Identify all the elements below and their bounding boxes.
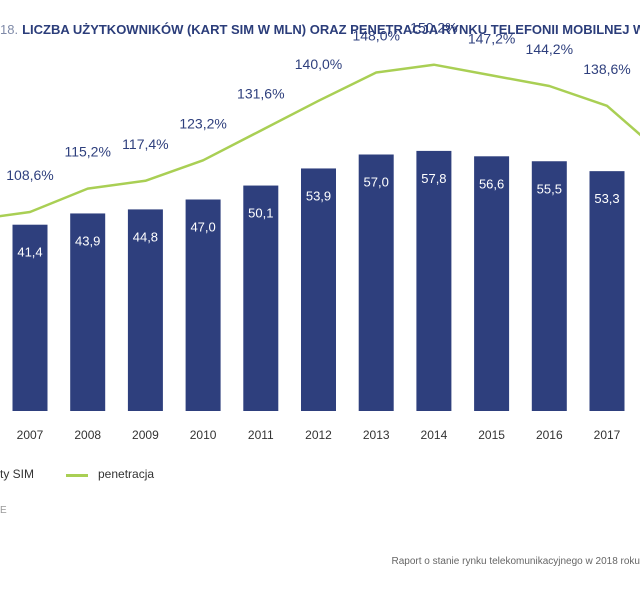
bar-2012 bbox=[301, 168, 336, 411]
penetration-line bbox=[0, 63, 640, 218]
bar-2017 bbox=[589, 171, 625, 411]
bar-label-2012: 53,9 bbox=[306, 188, 331, 203]
x-tick-2007: 2007 bbox=[17, 428, 44, 442]
x-tick-2016: 2016 bbox=[536, 428, 563, 442]
line-label-2017: 138,6% bbox=[583, 61, 630, 77]
line-label-2014: 150,2% bbox=[410, 20, 457, 36]
line-label-2012: 140,0% bbox=[295, 56, 342, 72]
legend-swatch-penetracja bbox=[66, 474, 88, 477]
chart-title-text: LICZBA UŻYTKOWNIKÓW (KART SIM W MLN) ORA… bbox=[22, 22, 640, 37]
line-label-2007: 108,6% bbox=[6, 167, 53, 183]
bar-2011 bbox=[243, 185, 279, 411]
bar-2014 bbox=[416, 150, 452, 411]
line-label-2008: 115,2% bbox=[64, 144, 110, 160]
bar-2015 bbox=[474, 156, 510, 411]
x-tick-2009: 2009 bbox=[132, 428, 159, 442]
line-label-2010: 123,2% bbox=[179, 115, 226, 131]
bar-2007 bbox=[12, 224, 48, 411]
bar-label-2011: 50,1 bbox=[248, 206, 273, 221]
x-tick-2012: 2012 bbox=[305, 428, 332, 442]
line-label-2009: 117,4% bbox=[122, 136, 168, 152]
line-label-2011: 131,6% bbox=[237, 86, 284, 102]
bar-label-2010: 47,0 bbox=[190, 220, 215, 235]
x-tick-2011: 2011 bbox=[248, 428, 274, 442]
bar-label-2017: 53,3 bbox=[594, 191, 619, 206]
chart-title: 18. LICZBA UŻYTKOWNIKÓW (KART SIM W MLN) … bbox=[0, 22, 640, 37]
bar-2009 bbox=[127, 209, 163, 411]
line-label-2016: 144,2% bbox=[526, 41, 573, 57]
source-fragment: E bbox=[0, 505, 7, 516]
legend-item-bars: ty SIM bbox=[0, 467, 35, 481]
x-tick-2013: 2013 bbox=[363, 428, 390, 442]
line-label-2013: 148,0% bbox=[352, 28, 399, 44]
bar-label-2009: 44,8 bbox=[133, 229, 158, 244]
bar-label-2008: 43,9 bbox=[75, 233, 100, 248]
bar-2008 bbox=[70, 213, 106, 411]
x-tick-2015: 2015 bbox=[478, 428, 505, 442]
x-tick-2010: 2010 bbox=[190, 428, 217, 442]
bar-2013 bbox=[358, 154, 394, 411]
bar-label-2015: 56,6 bbox=[479, 176, 504, 191]
bar-label-2013: 57,0 bbox=[364, 175, 389, 190]
x-tick-2014: 2014 bbox=[421, 428, 448, 442]
bar-label-2007: 41,4 bbox=[17, 245, 42, 260]
x-tick-2017: 2017 bbox=[594, 428, 621, 442]
legend-item-penetracja: penetracja bbox=[98, 467, 155, 481]
bar-label-2014: 57,8 bbox=[421, 171, 446, 186]
bar-2010 bbox=[185, 199, 221, 411]
bar-label-2016: 55,5 bbox=[537, 181, 562, 196]
chart-number: 18. bbox=[0, 22, 19, 37]
line-label-2015: 147,2% bbox=[468, 30, 515, 46]
bar-2016 bbox=[531, 161, 567, 411]
x-tick-2008: 2008 bbox=[74, 428, 101, 442]
footer-text: Raport o stanie rynku telekomunikacyjneg… bbox=[391, 556, 640, 567]
